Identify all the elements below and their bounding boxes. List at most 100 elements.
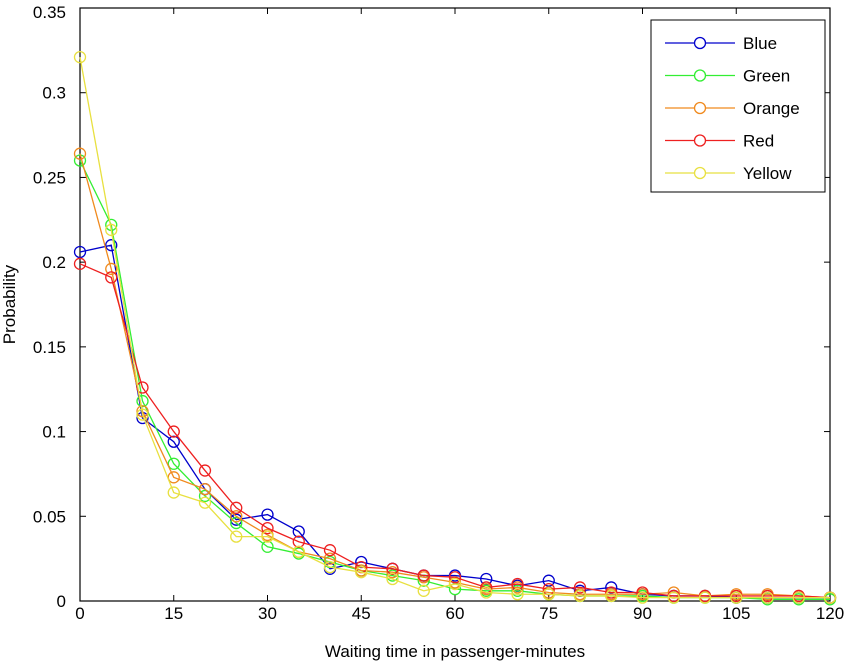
series-line — [79, 57, 830, 599]
legend-item-blue: Blue — [665, 34, 777, 53]
data-point — [292, 535, 305, 548]
legend-box — [650, 19, 826, 193]
data-point — [230, 510, 243, 523]
data-point — [167, 486, 180, 499]
data-point — [448, 571, 462, 584]
series-line — [79, 263, 831, 599]
series-line — [79, 160, 830, 600]
series-line — [79, 153, 831, 599]
series-yellow — [73, 50, 837, 604]
series-line — [79, 244, 830, 599]
data-point — [136, 394, 149, 408]
data-point — [386, 566, 399, 579]
legend-item-red: Red — [665, 132, 774, 151]
data-point — [105, 271, 118, 284]
data-point — [105, 262, 118, 276]
data-point — [105, 239, 118, 252]
data-point — [198, 489, 212, 503]
data-point — [230, 516, 243, 530]
y-tick-label: 0.2 — [42, 253, 66, 272]
data-point — [511, 584, 524, 597]
data-point — [573, 589, 587, 603]
data-point — [417, 584, 430, 597]
legend-marker — [693, 134, 707, 147]
data-point — [511, 577, 524, 591]
legend-label: Yellow — [743, 164, 792, 183]
data-point — [292, 525, 305, 538]
data-point — [136, 381, 149, 394]
data-point — [292, 545, 305, 559]
y-tick-label: 0.3 — [42, 84, 66, 103]
legend-marker — [693, 101, 707, 115]
legend-marker — [693, 36, 707, 50]
x-tick-label: 90 — [633, 604, 652, 623]
data-point — [605, 586, 618, 599]
x-axis-label: Waiting time in passenger-minutes — [325, 642, 585, 661]
data-point — [386, 572, 399, 586]
x-tick-label: 105 — [722, 604, 750, 623]
legend-marker — [693, 69, 707, 82]
data-point — [448, 577, 462, 591]
y-tick-label: 0.35 — [33, 3, 66, 22]
data-point — [823, 591, 837, 604]
x-tick-label: 0 — [75, 604, 84, 623]
data-point — [73, 50, 87, 64]
data-point — [230, 501, 243, 514]
data-point — [198, 464, 212, 477]
data-point — [355, 566, 368, 579]
legend-label: Green — [743, 67, 790, 86]
data-point — [167, 457, 180, 470]
data-point — [417, 569, 430, 582]
y-tick-label: 0 — [57, 592, 66, 611]
data-point — [73, 257, 87, 270]
x-tick-label: 15 — [164, 604, 183, 623]
data-point — [261, 508, 274, 521]
data-point — [386, 569, 399, 582]
data-point — [198, 496, 212, 509]
data-point — [511, 581, 524, 594]
y-axis-label: Probability — [0, 264, 19, 344]
data-point — [511, 588, 524, 601]
y-tick-label: 0.05 — [33, 507, 66, 526]
y-tick-label: 0.1 — [42, 423, 66, 442]
series-blue — [73, 239, 837, 604]
x-tick-label: 45 — [352, 604, 371, 623]
data-point — [761, 591, 774, 604]
data-point — [261, 530, 274, 543]
data-point — [542, 588, 555, 601]
data-point — [542, 574, 555, 587]
data-point — [480, 572, 493, 586]
series-layer — [73, 50, 837, 606]
data-point — [573, 581, 587, 594]
data-point — [792, 591, 805, 604]
data-point — [136, 408, 149, 421]
data-point — [480, 586, 493, 599]
data-point — [261, 540, 274, 553]
data-point — [386, 562, 399, 575]
data-point — [105, 223, 118, 237]
x-tick-label: 30 — [258, 604, 277, 623]
data-point — [136, 405, 149, 418]
data-point — [198, 483, 212, 496]
y-tick-label: 0.15 — [33, 338, 66, 357]
series-green — [73, 154, 837, 606]
x-tick-label: 120 — [816, 604, 844, 623]
data-point — [167, 425, 180, 438]
data-point — [730, 591, 743, 604]
legend-item-orange: Orange — [665, 99, 800, 118]
legend: Blue Green Orange Red Yellow — [650, 19, 826, 193]
legend-marker — [693, 166, 707, 180]
legend-label: Blue — [743, 34, 777, 53]
legend-label: Red — [743, 132, 774, 151]
data-point — [73, 245, 87, 259]
data-point — [261, 521, 274, 535]
legend-item-yellow: Yellow — [665, 164, 792, 183]
data-point — [230, 530, 243, 543]
legend-label: Orange — [743, 99, 800, 118]
data-point — [73, 147, 87, 160]
data-point — [698, 591, 712, 604]
data-point — [323, 544, 337, 557]
axis-ticks: 0 15 30 45 60 75 90 105 120 0 0.05 0.1 0.15 0.2 0.25 0.… — [33, 3, 844, 623]
x-tick-label: 60 — [446, 604, 465, 623]
